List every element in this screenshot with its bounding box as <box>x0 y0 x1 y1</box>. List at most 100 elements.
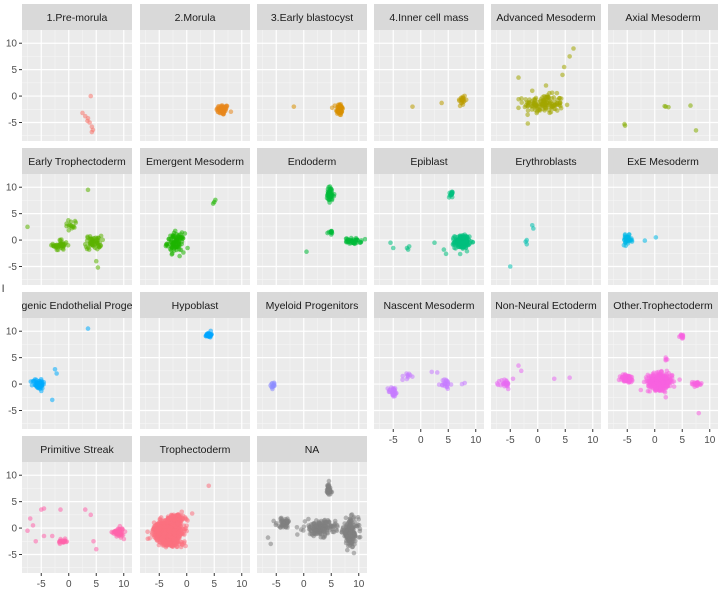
data-point <box>358 239 364 245</box>
data-point <box>170 544 175 549</box>
data-point <box>298 527 304 532</box>
data-point <box>534 110 540 116</box>
data-point <box>154 521 160 527</box>
data-point <box>642 238 648 243</box>
scatter-points <box>25 506 128 552</box>
data-point <box>162 530 167 536</box>
facet-title: Non-Neural Ectoderm <box>495 300 597 312</box>
data-point <box>441 247 447 252</box>
panel-background <box>22 174 132 285</box>
data-point <box>208 328 214 334</box>
y-tick-label: 5 <box>11 65 17 76</box>
facet-panel: Trophectoderm -5 0 5 10 <box>140 436 250 590</box>
data-point <box>434 370 440 375</box>
data-point <box>145 529 150 535</box>
data-point <box>356 517 361 522</box>
data-point <box>306 516 311 522</box>
data-point <box>462 380 468 386</box>
data-point <box>183 525 189 531</box>
data-point <box>333 527 339 532</box>
data-point <box>344 547 350 553</box>
data-point <box>169 252 175 257</box>
x-tick-label: 5 <box>93 579 99 590</box>
data-point <box>664 375 669 381</box>
data-point <box>185 245 190 251</box>
facet-strip <box>374 148 484 174</box>
data-point <box>27 516 33 521</box>
panel-background <box>257 30 367 141</box>
x-tick-label: 10 <box>704 435 716 446</box>
data-point <box>662 103 667 109</box>
x-tick-label: 10 <box>587 435 599 446</box>
data-point <box>449 190 455 196</box>
facet-panel: 3.Early blastocyst <box>257 4 367 141</box>
data-point <box>158 515 164 520</box>
data-point <box>41 533 47 539</box>
data-point <box>88 512 94 518</box>
panel-background <box>22 318 132 429</box>
data-point <box>496 378 502 384</box>
data-point <box>463 245 469 250</box>
y-tick-label: 10 <box>6 39 18 50</box>
data-point <box>388 240 393 246</box>
panel-background <box>374 318 484 429</box>
y-tick-label: -5 <box>8 550 17 561</box>
data-point <box>182 539 187 544</box>
data-point <box>318 534 324 540</box>
data-point <box>676 334 682 340</box>
facet-title: 3.Early blastocyst <box>271 12 353 24</box>
x-tick-label: 5 <box>445 435 451 446</box>
data-point <box>629 237 635 243</box>
scatter-points <box>388 189 476 257</box>
data-point <box>351 530 357 536</box>
data-point <box>38 376 44 382</box>
data-point <box>183 543 188 549</box>
data-point <box>525 108 531 113</box>
y-tick-label: -5 <box>8 406 17 417</box>
facet-title: Early Trophectoderm <box>28 156 126 168</box>
data-point <box>175 244 181 250</box>
x-tick-label: 10 <box>236 579 248 590</box>
data-point <box>404 371 409 376</box>
data-point <box>622 123 628 128</box>
data-point <box>189 511 195 516</box>
data-point <box>353 235 359 241</box>
facet-title: Emergent Mesoderm <box>146 156 244 168</box>
data-point <box>147 535 152 541</box>
data-point <box>663 394 669 400</box>
facet-strip <box>22 436 132 462</box>
data-point <box>429 369 435 375</box>
data-point <box>452 245 457 251</box>
data-point <box>84 246 90 252</box>
data-point <box>327 200 332 205</box>
scatter-points <box>410 93 469 109</box>
data-point <box>333 521 338 526</box>
facet-title: Epiblast <box>410 156 447 168</box>
x-tick-label: 0 <box>535 435 541 446</box>
data-point <box>345 237 351 243</box>
facet-panel: 2.Morula <box>140 4 250 141</box>
data-point <box>306 523 311 528</box>
data-point <box>347 516 353 522</box>
data-point <box>182 231 188 236</box>
data-point <box>357 528 363 534</box>
data-point <box>352 541 357 547</box>
panel-background <box>374 30 484 141</box>
panel-background <box>257 318 367 429</box>
data-point <box>564 102 570 108</box>
facet-panel: Axial Mesoderm <box>608 4 718 141</box>
data-point <box>451 240 456 246</box>
data-point <box>210 201 216 206</box>
y-tick-label: 0 <box>11 92 17 103</box>
data-point <box>558 105 564 111</box>
data-point <box>533 104 539 109</box>
data-point <box>666 104 671 110</box>
facet-strip <box>374 4 484 30</box>
data-point <box>623 378 629 384</box>
data-point <box>280 521 286 526</box>
facet-strip <box>608 148 718 174</box>
data-point <box>91 244 96 249</box>
data-point <box>531 97 537 102</box>
x-tick-label: 0 <box>418 435 424 446</box>
data-point <box>214 107 220 113</box>
